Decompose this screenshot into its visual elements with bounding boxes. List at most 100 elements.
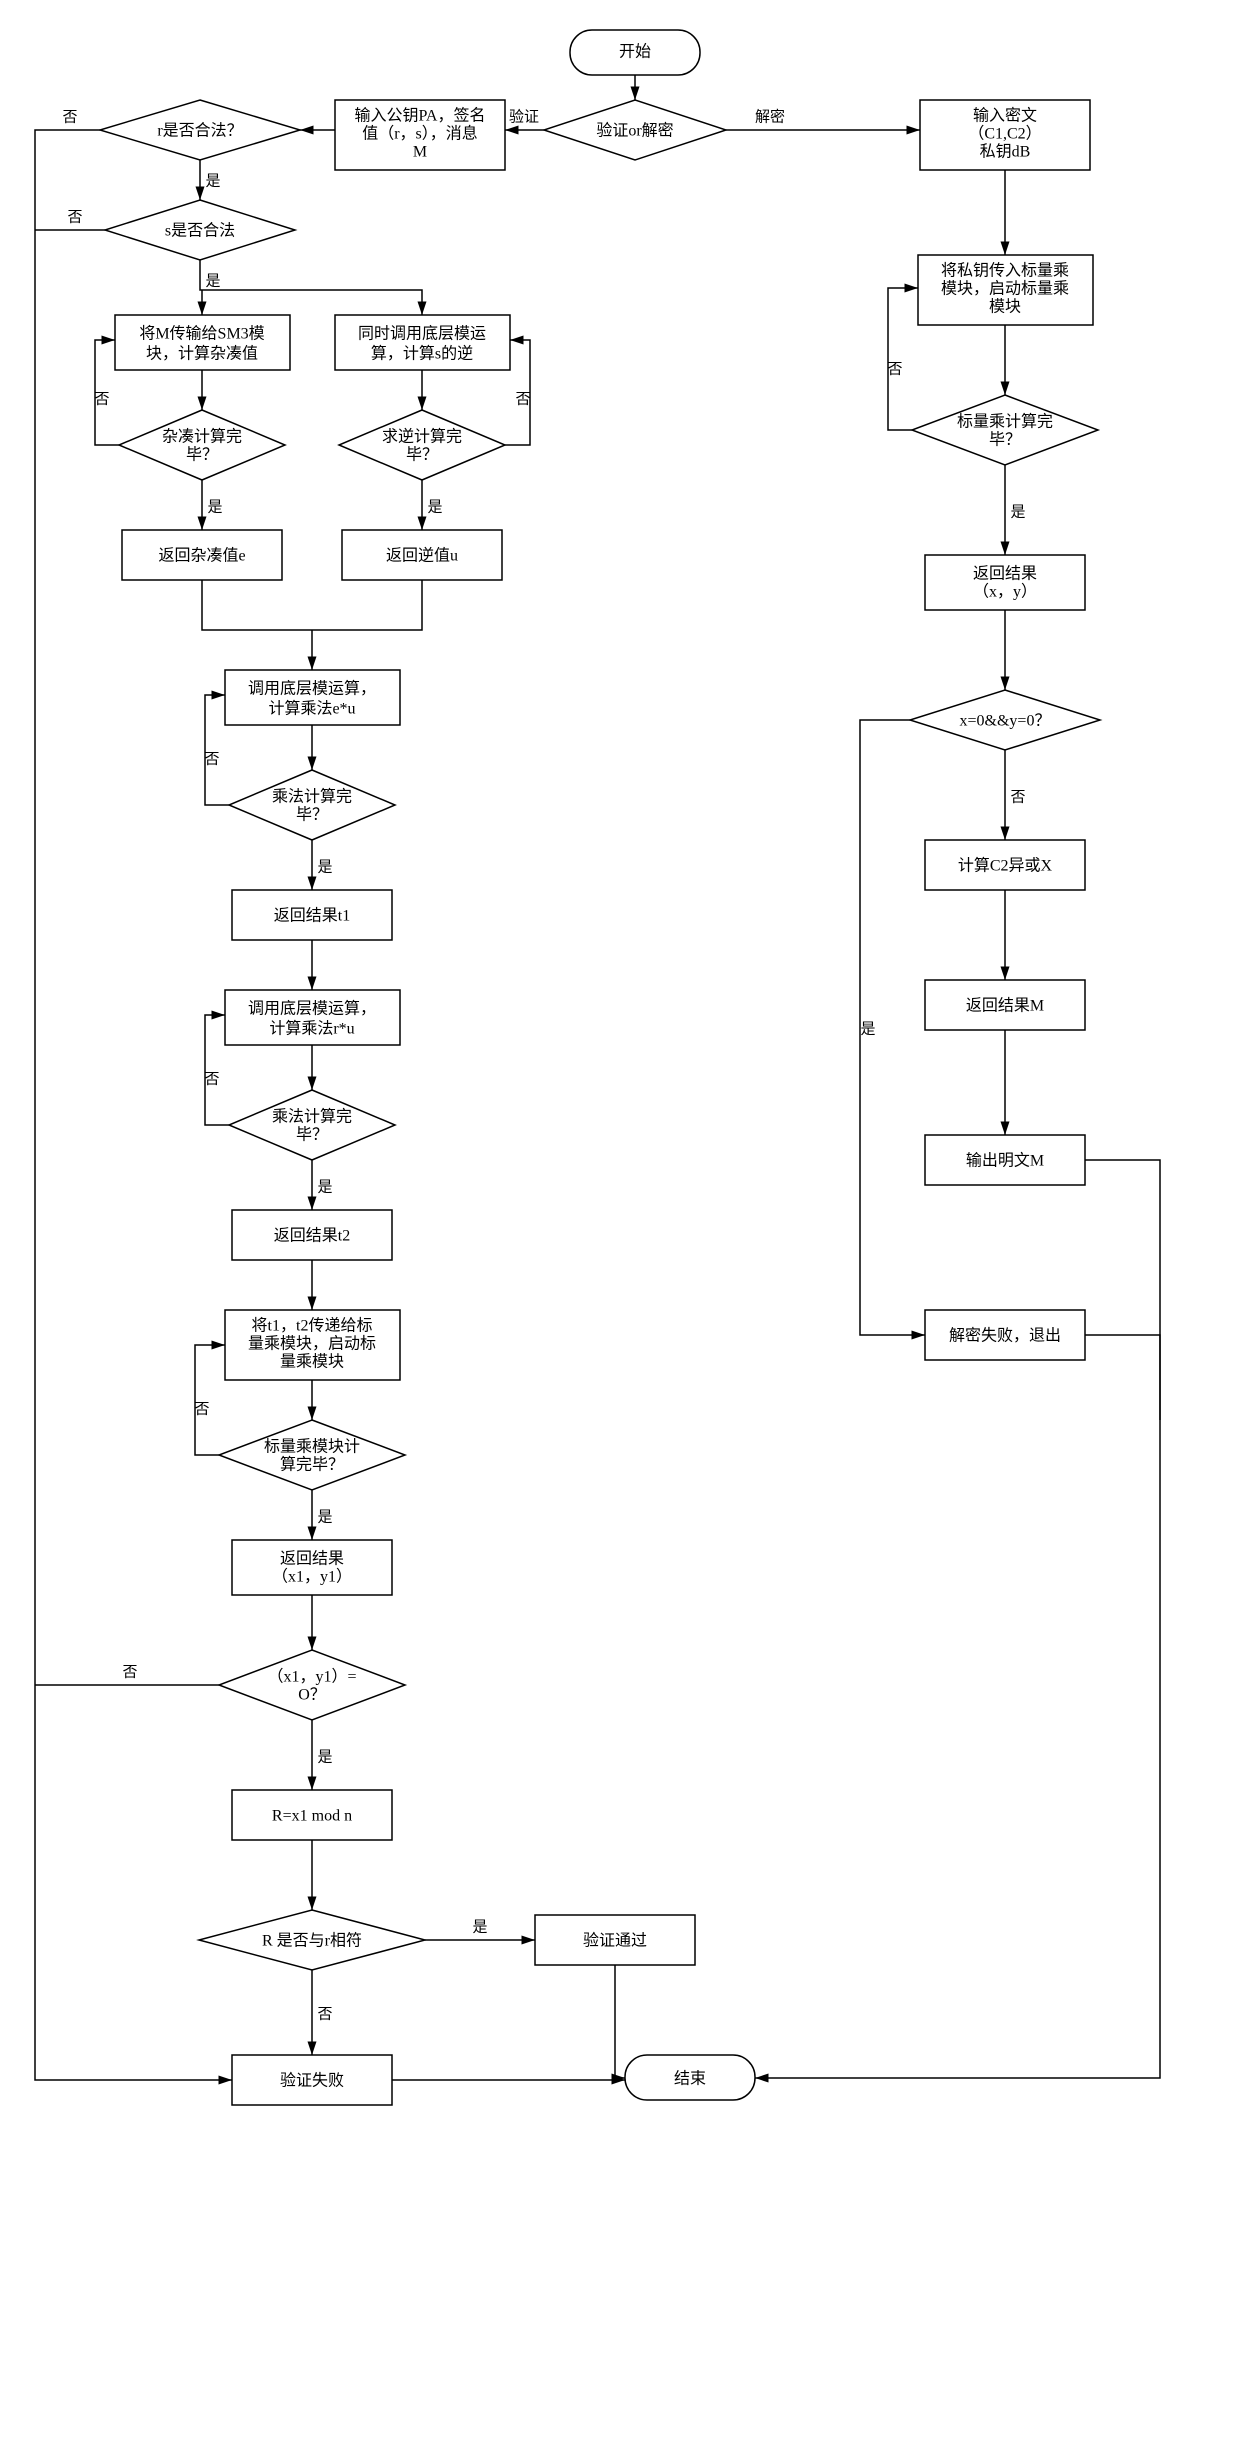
svg-text:调用底层模运算，: 调用底层模运算，	[248, 999, 376, 1018]
node-rmod: R=x1 mod n	[232, 1790, 392, 1840]
svg-text:解密: 解密	[755, 108, 785, 125]
node-t1: 返回结果t1	[232, 890, 392, 940]
node-r-match: R 是否与r相符	[199, 1910, 425, 1970]
svg-text:（x，y）: （x，y）	[973, 583, 1037, 601]
node-out-m: 输出明文M	[925, 1135, 1085, 1185]
svg-text:是: 是	[207, 499, 222, 515]
node-ret-e: 返回杂凑值e	[122, 530, 282, 580]
svg-text:（C1,C2）: （C1,C2）	[968, 125, 1041, 143]
svg-text:乘法计算完: 乘法计算完	[272, 1107, 352, 1126]
svg-text:验证失败: 验证失败	[280, 2072, 344, 2090]
node-sm3: 将M传输给SM3模 块，计算杂凑值	[115, 315, 290, 370]
svg-text:M: M	[413, 144, 427, 161]
node-pass: 验证通过	[535, 1915, 695, 1965]
svg-text:返回结果: 返回结果	[973, 565, 1037, 583]
svg-text:R 是否与r相符: R 是否与r相符	[262, 1932, 362, 1950]
svg-text:否: 否	[67, 209, 82, 225]
node-end: 结束	[625, 2055, 755, 2100]
svg-text:验证or解密: 验证or解密	[596, 122, 673, 140]
svg-text:（x1，y1）=: （x1，y1）=	[267, 1668, 356, 1686]
svg-text:毕？: 毕？	[296, 1126, 328, 1144]
node-dec-fail: 解密失败，退出	[925, 1310, 1085, 1360]
svg-text:返回结果M: 返回结果M	[966, 997, 1044, 1015]
svg-text:是: 是	[1010, 504, 1025, 520]
svg-text:返回杂凑值e: 返回杂凑值e	[158, 547, 245, 565]
svg-text:解密失败，退出: 解密失败，退出	[949, 1327, 1061, 1345]
svg-text:输入密文: 输入密文	[973, 107, 1037, 125]
svg-text:否: 否	[122, 1664, 137, 1680]
node-input-pa: 输入公钥PA，签名 值（r，s），消息 M	[335, 100, 505, 170]
svg-text:否: 否	[94, 391, 109, 407]
node-xy-o: （x1，y1）= O？	[219, 1650, 405, 1720]
node-start: 开始	[570, 30, 700, 75]
node-r-legal: r是否合法？	[100, 100, 300, 160]
node-ret-xy2: 返回结果 （x，y）	[925, 555, 1085, 610]
node-xy00: x=0&&y=0？	[910, 690, 1100, 750]
node-scalar-done: 标量乘模块计 算完毕？	[219, 1420, 405, 1490]
svg-text:计算乘法r*u: 计算乘法r*u	[269, 1019, 354, 1038]
svg-text:模块，启动标量乘: 模块，启动标量乘	[941, 280, 1069, 298]
svg-text:是: 是	[205, 173, 220, 189]
svg-text:毕？: 毕？	[186, 446, 218, 464]
node-mul2-done: 乘法计算完 毕？	[229, 1090, 395, 1160]
svg-text:否: 否	[194, 1401, 209, 1417]
svg-text:否: 否	[204, 1071, 219, 1087]
node-scalar2-done: 标量乘计算完 毕？	[912, 395, 1098, 465]
svg-text:验证: 验证	[509, 108, 539, 125]
svg-text:是: 是	[317, 1509, 332, 1525]
node-scalar: 将t1，t2传递给标 量乘模块，启动标 量乘模块	[225, 1310, 400, 1380]
node-ret-m: 返回结果M	[925, 980, 1085, 1030]
svg-text:乘法计算完: 乘法计算完	[272, 787, 352, 806]
svg-text:毕？: 毕？	[296, 806, 328, 824]
svg-text:将私钥传入标量乘: 将私钥传入标量乘	[941, 262, 1069, 280]
node-s-legal: s是否合法	[105, 200, 295, 260]
svg-text:同时调用底层模运: 同时调用底层模运	[358, 325, 486, 343]
node-mul1-done: 乘法计算完 毕？	[229, 770, 395, 840]
node-xor-c2: 计算C2异或X	[925, 840, 1085, 890]
svg-text:计算C2异或X: 计算C2异或X	[958, 856, 1053, 875]
node-fail: 验证失败	[232, 2055, 392, 2105]
node-inv-done: 求逆计算完 毕？	[339, 410, 505, 480]
svg-text:是: 是	[205, 273, 220, 289]
svg-text:是: 是	[860, 1021, 875, 1037]
svg-text:返回结果: 返回结果	[280, 1550, 344, 1568]
svg-text:R=x1 mod n: R=x1 mod n	[272, 1808, 352, 1825]
node-ret-xy1: 返回结果 （x1，y1）	[232, 1540, 392, 1595]
svg-text:量乘模块，启动标: 量乘模块，启动标	[248, 1335, 376, 1353]
svg-text:算完毕？: 算完毕？	[280, 1455, 344, 1474]
svg-text:结束: 结束	[674, 2070, 706, 2088]
svg-text:杂凑计算完: 杂凑计算完	[162, 427, 242, 446]
svg-text:计算乘法e*u: 计算乘法e*u	[268, 699, 355, 718]
svg-text:毕？: 毕？	[989, 431, 1021, 449]
svg-text:（x1，y1）: （x1，y1）	[272, 1568, 352, 1586]
svg-text:求逆计算完: 求逆计算完	[382, 427, 462, 446]
svg-text:返回逆值u: 返回逆值u	[386, 547, 458, 565]
svg-text:将M传输给SM3模: 将M传输给SM3模	[139, 325, 264, 343]
node-input-c: 输入密文 （C1,C2） 私钥dB	[920, 100, 1090, 170]
svg-text:否: 否	[1010, 789, 1025, 805]
svg-text:s是否合法: s是否合法	[165, 222, 235, 240]
svg-text:是: 是	[427, 499, 442, 515]
svg-text:是: 是	[317, 1749, 332, 1765]
svg-text:将t1，t2传递给标: 将t1，t2传递给标	[252, 1317, 373, 1335]
svg-text:验证通过: 验证通过	[583, 1932, 647, 1950]
node-verify-or-decrypt: 验证or解密	[544, 100, 726, 160]
node-mul-eu: 调用底层模运算， 计算乘法e*u	[225, 670, 400, 725]
svg-text:是: 是	[472, 1919, 487, 1935]
svg-text:是: 是	[317, 859, 332, 875]
node-ret-u: 返回逆值u	[342, 530, 502, 580]
svg-text:量乘模块: 量乘模块	[280, 1353, 344, 1371]
svg-text:x=0&&y=0？: x=0&&y=0？	[960, 713, 1051, 730]
node-t2: 返回结果t2	[232, 1210, 392, 1260]
svg-text:开始: 开始	[619, 43, 651, 61]
svg-text:模块: 模块	[989, 298, 1021, 316]
svg-text:标量乘计算完: 标量乘计算完	[957, 412, 1053, 431]
svg-text:输入公钥PA，签名: 输入公钥PA，签名	[355, 107, 486, 125]
svg-text:块，计算杂凑值: 块，计算杂凑值	[146, 344, 258, 363]
svg-text:r是否合法？: r是否合法？	[157, 122, 242, 140]
svg-text:否: 否	[515, 391, 530, 407]
node-inv-s: 同时调用底层模运 算，计算s的逆	[335, 315, 510, 370]
svg-text:是: 是	[317, 1179, 332, 1195]
svg-text:否: 否	[887, 361, 902, 377]
svg-text:返回结果t2: 返回结果t2	[274, 1227, 350, 1245]
